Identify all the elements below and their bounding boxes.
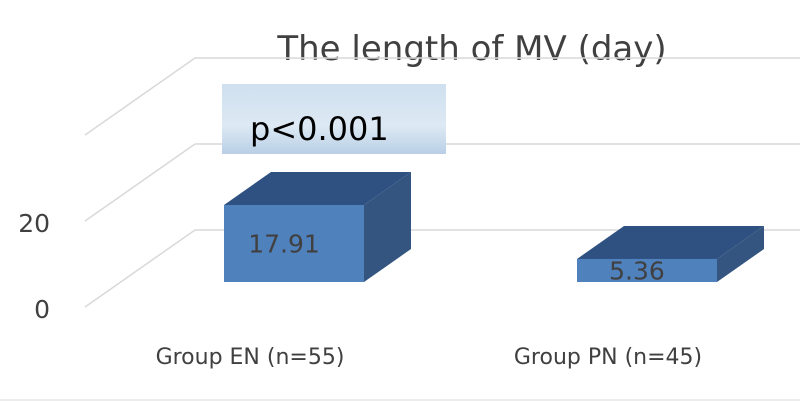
data-label: 17.91 bbox=[248, 229, 320, 258]
category-label: Group PN (n=45) bbox=[514, 345, 702, 370]
x-axis: Group EN (n=55) Group PN (n=45) bbox=[156, 345, 703, 370]
gridline-diagonal bbox=[84, 229, 196, 308]
bar-front bbox=[224, 204, 364, 282]
y-tick-label: 0 bbox=[34, 295, 50, 324]
bar-side bbox=[364, 171, 411, 282]
p-value-annotation: p<0.001 bbox=[222, 84, 446, 154]
gridline-diagonal bbox=[84, 143, 196, 222]
bar: 17.91 bbox=[224, 171, 411, 282]
gridline-diagonal bbox=[84, 57, 196, 136]
bar-side bbox=[717, 225, 764, 282]
y-axis: 0 20 bbox=[18, 209, 50, 324]
data-label: 5.36 bbox=[609, 256, 665, 285]
bar-front bbox=[577, 258, 717, 282]
y-tick-label: 20 bbox=[18, 209, 50, 238]
p-value-label: p<0.001 bbox=[250, 110, 389, 148]
p-value-box bbox=[222, 84, 446, 154]
bar-top bbox=[577, 225, 764, 259]
bars: 17.91 5.36 bbox=[224, 171, 764, 285]
category-label: Group EN (n=55) bbox=[156, 345, 345, 370]
chart-title: The length of MV (day) bbox=[276, 29, 666, 69]
bar: 5.36 bbox=[577, 225, 764, 285]
bar-top bbox=[224, 171, 411, 205]
